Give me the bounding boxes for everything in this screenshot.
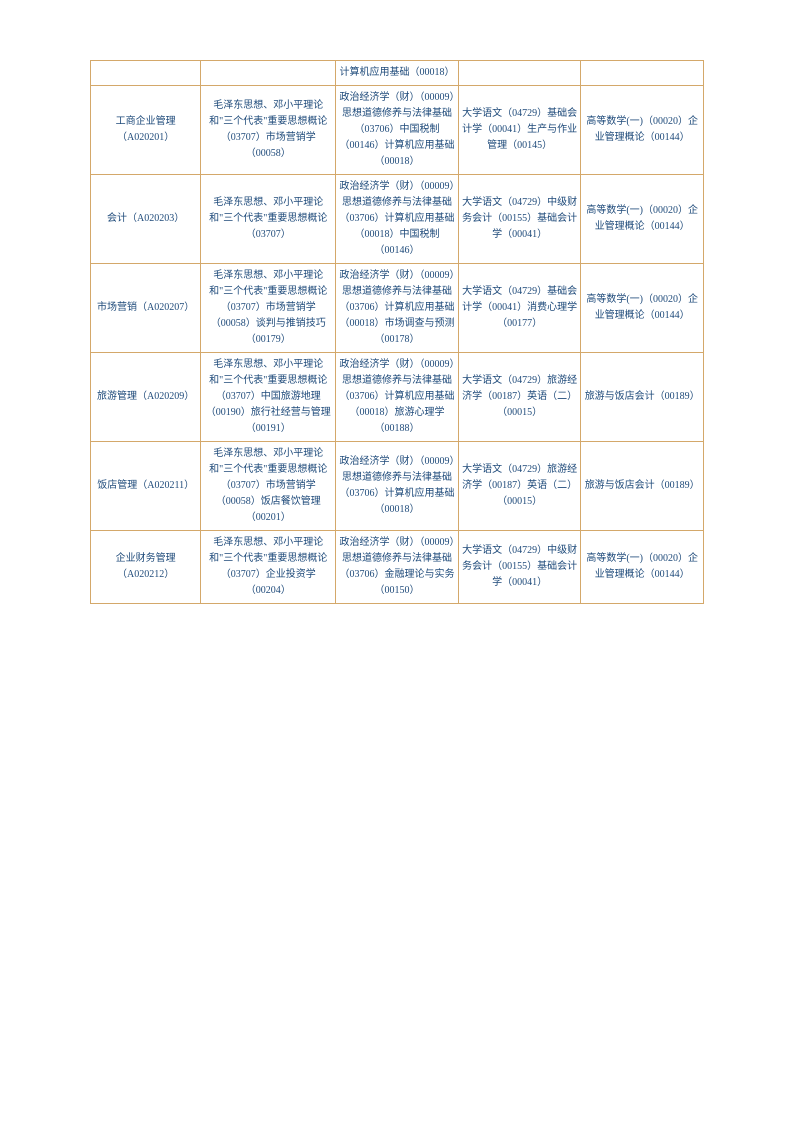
cell: 旅游与饭店会计（00189） <box>581 442 704 531</box>
cell: 政治经济学（财）（00009）思想道德修养与法律基础（03706）计算机应用基础… <box>336 442 459 531</box>
cell: 毛泽东思想、邓小平理论和"三个代表"重要思想概论（03707）中国旅游地理（00… <box>201 353 336 442</box>
cell: 大学语文（04729）旅游经济学（00187）英语（二）（00015） <box>458 442 581 531</box>
cell: 工商企业管理（A020201） <box>91 86 201 175</box>
cell: 高等数学(一)（00020）企业管理概论（00144） <box>581 264 704 353</box>
cell: 政治经济学（财）（00009）思想道德修养与法律基础（03706）计算机应用基础… <box>336 175 459 264</box>
cell: 大学语文（04729）基础会计学（00041）生产与作业管理（00145） <box>458 86 581 175</box>
cell: 企业财务管理（A020212） <box>91 531 201 604</box>
cell <box>458 61 581 86</box>
cell: 旅游管理（A020209） <box>91 353 201 442</box>
table-row: 会计（A020203） 毛泽东思想、邓小平理论和"三个代表"重要思想概论（037… <box>91 175 704 264</box>
cell: 毛泽东思想、邓小平理论和"三个代表"重要思想概论（03707）企业投资学（002… <box>201 531 336 604</box>
table-row: 旅游管理（A020209） 毛泽东思想、邓小平理论和"三个代表"重要思想概论（0… <box>91 353 704 442</box>
table-row: 工商企业管理（A020201） 毛泽东思想、邓小平理论和"三个代表"重要思想概论… <box>91 86 704 175</box>
cell: 会计（A020203） <box>91 175 201 264</box>
cell: 高等数学(一)（00020）企业管理概论（00144） <box>581 175 704 264</box>
cell: 政治经济学（财）（00009）思想道德修养与法律基础（03706）计算机应用基础… <box>336 264 459 353</box>
cell: 毛泽东思想、邓小平理论和"三个代表"重要思想概论（03707） <box>201 175 336 264</box>
cell: 大学语文（04729）旅游经济学（00187）英语（二）（00015） <box>458 353 581 442</box>
cell: 市场营销（A020207） <box>91 264 201 353</box>
cell: 毛泽东思想、邓小平理论和"三个代表"重要思想概论（03707）市场营销学（000… <box>201 442 336 531</box>
cell: 毛泽东思想、邓小平理论和"三个代表"重要思想概论（03707）市场营销学（000… <box>201 86 336 175</box>
cell: 大学语文（04729）中级财务会计（00155）基础会计学（00041） <box>458 531 581 604</box>
cell: 计算机应用基础（00018） <box>336 61 459 86</box>
cell: 大学语文（04729）中级财务会计（00155）基础会计学（00041） <box>458 175 581 264</box>
cell: 政治经济学（财）（00009）思想道德修养与法律基础（03706）计算机应用基础… <box>336 353 459 442</box>
cell: 大学语文（04729）基础会计学（00041）消费心理学（00177） <box>458 264 581 353</box>
cell: 政治经济学（财）（00009）思想道德修养与法律基础（03706）金融理论与实务… <box>336 531 459 604</box>
table-row: 饭店管理（A020211） 毛泽东思想、邓小平理论和"三个代表"重要思想概论（0… <box>91 442 704 531</box>
course-table: 计算机应用基础（00018） 工商企业管理（A020201） 毛泽东思想、邓小平… <box>90 60 704 604</box>
cell <box>91 61 201 86</box>
table-row: 计算机应用基础（00018） <box>91 61 704 86</box>
cell: 毛泽东思想、邓小平理论和"三个代表"重要思想概论（03707）市场营销学（000… <box>201 264 336 353</box>
cell <box>581 61 704 86</box>
cell: 饭店管理（A020211） <box>91 442 201 531</box>
cell: 政治经济学（财）（00009）思想道德修养与法律基础（03706）中国税制（00… <box>336 86 459 175</box>
table-row: 市场营销（A020207） 毛泽东思想、邓小平理论和"三个代表"重要思想概论（0… <box>91 264 704 353</box>
cell <box>201 61 336 86</box>
cell: 旅游与饭店会计（00189） <box>581 353 704 442</box>
cell: 高等数学(一)（00020）企业管理概论（00144） <box>581 531 704 604</box>
table-body: 计算机应用基础（00018） 工商企业管理（A020201） 毛泽东思想、邓小平… <box>91 61 704 604</box>
table-row: 企业财务管理（A020212） 毛泽东思想、邓小平理论和"三个代表"重要思想概论… <box>91 531 704 604</box>
cell: 高等数学(一)（00020）企业管理概论（00144） <box>581 86 704 175</box>
